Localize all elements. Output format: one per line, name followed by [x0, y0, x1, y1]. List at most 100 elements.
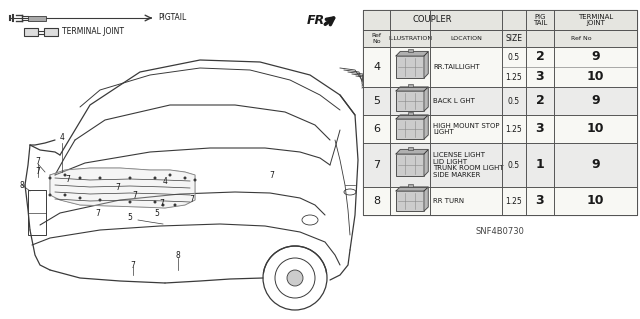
Polygon shape	[396, 87, 428, 91]
Text: 0.5: 0.5	[508, 53, 520, 62]
Text: 7: 7	[159, 198, 164, 207]
Bar	[363, 87, 637, 115]
Bar	[408, 147, 413, 150]
Text: PIGTAIL: PIGTAIL	[158, 13, 186, 23]
Text: SNF4B0730: SNF4B0730	[476, 227, 524, 236]
Text: LICENSE LIGHT
LID LIGHT
TRUNK ROOM LIGHT
SIDE MARKER: LICENSE LIGHT LID LIGHT TRUNK ROOM LIGHT…	[433, 152, 504, 178]
Circle shape	[173, 204, 177, 206]
Text: TERMINAL JOINT: TERMINAL JOINT	[62, 27, 124, 36]
Circle shape	[63, 174, 67, 176]
Polygon shape	[396, 115, 428, 119]
Text: 9: 9	[591, 159, 600, 172]
Text: 9: 9	[591, 50, 600, 63]
Polygon shape	[424, 87, 428, 111]
Text: BACK L GHT: BACK L GHT	[433, 98, 475, 104]
Text: 7: 7	[373, 160, 380, 170]
Text: 0.5: 0.5	[508, 160, 520, 169]
Text: 10: 10	[587, 122, 604, 136]
Bar	[396, 119, 424, 139]
Circle shape	[99, 198, 102, 202]
Circle shape	[129, 176, 131, 180]
Bar	[363, 47, 637, 87]
Polygon shape	[50, 168, 195, 208]
Bar	[28, 190, 46, 235]
Circle shape	[168, 174, 172, 176]
Bar	[408, 48, 413, 52]
Bar	[408, 184, 413, 187]
Bar	[28, 16, 46, 20]
Text: Ref
No: Ref No	[371, 33, 381, 44]
Text: 1: 1	[536, 159, 545, 172]
Circle shape	[49, 194, 51, 197]
Polygon shape	[424, 115, 428, 139]
Bar	[363, 10, 637, 30]
Bar	[363, 10, 637, 215]
Text: 0.5: 0.5	[508, 97, 520, 106]
Text: 3: 3	[536, 122, 544, 136]
Bar	[363, 30, 637, 47]
Bar	[408, 112, 413, 115]
Text: 6: 6	[373, 124, 380, 134]
Text: 1.25: 1.25	[506, 197, 522, 205]
Text: 7: 7	[65, 175, 70, 184]
Circle shape	[193, 179, 196, 182]
Bar	[408, 84, 413, 87]
Bar	[396, 154, 424, 176]
Polygon shape	[396, 52, 428, 56]
Circle shape	[287, 270, 303, 286]
Text: 2: 2	[536, 50, 545, 63]
Bar	[396, 91, 424, 111]
Text: TERMINAL
JOINT: TERMINAL JOINT	[578, 14, 613, 26]
Text: 7: 7	[36, 167, 40, 176]
Text: 7: 7	[132, 191, 138, 201]
Circle shape	[154, 176, 157, 180]
Text: HIGH MOUNT STOP
LIGHT: HIGH MOUNT STOP LIGHT	[433, 122, 499, 135]
Polygon shape	[396, 187, 428, 191]
Circle shape	[63, 194, 67, 197]
Text: SIZE: SIZE	[506, 34, 522, 43]
Text: FR.: FR.	[307, 14, 330, 27]
Text: 7: 7	[116, 182, 120, 191]
Polygon shape	[424, 52, 428, 78]
Text: 7: 7	[36, 158, 40, 167]
Circle shape	[129, 201, 131, 204]
Circle shape	[99, 176, 102, 180]
Text: RR.TAILLIGHT: RR.TAILLIGHT	[433, 64, 479, 70]
Text: 1.25: 1.25	[506, 72, 522, 81]
Text: 7: 7	[269, 170, 275, 180]
Text: 7: 7	[131, 262, 136, 271]
Text: 3: 3	[536, 70, 544, 84]
Text: ILLUSTRATION: ILLUSTRATION	[388, 36, 432, 41]
Text: 8: 8	[373, 196, 380, 206]
Text: Ref No: Ref No	[571, 36, 592, 41]
Circle shape	[49, 176, 51, 180]
Text: 10: 10	[587, 70, 604, 84]
Text: 8: 8	[20, 181, 24, 189]
Text: COUPLER: COUPLER	[413, 16, 452, 25]
Text: 8: 8	[175, 251, 180, 261]
Text: 10: 10	[587, 195, 604, 207]
Text: 7: 7	[189, 196, 195, 204]
Text: 7: 7	[95, 209, 100, 218]
Text: RR TURN: RR TURN	[433, 198, 464, 204]
Bar	[396, 191, 424, 211]
Circle shape	[184, 176, 186, 180]
Polygon shape	[424, 187, 428, 211]
Text: 5: 5	[155, 209, 159, 218]
Polygon shape	[424, 150, 428, 176]
Text: 4: 4	[373, 62, 380, 72]
Bar	[396, 56, 424, 78]
Text: 4: 4	[60, 133, 65, 143]
Text: 3: 3	[536, 195, 544, 207]
Text: 5: 5	[373, 96, 380, 106]
Bar	[363, 187, 637, 215]
Text: 9: 9	[591, 94, 600, 108]
Circle shape	[79, 176, 81, 180]
Circle shape	[161, 204, 164, 206]
Text: LOCATION: LOCATION	[450, 36, 482, 41]
Bar	[363, 143, 637, 187]
Bar	[44, 28, 58, 36]
Circle shape	[154, 201, 157, 204]
Circle shape	[79, 197, 81, 199]
Bar	[363, 115, 637, 143]
